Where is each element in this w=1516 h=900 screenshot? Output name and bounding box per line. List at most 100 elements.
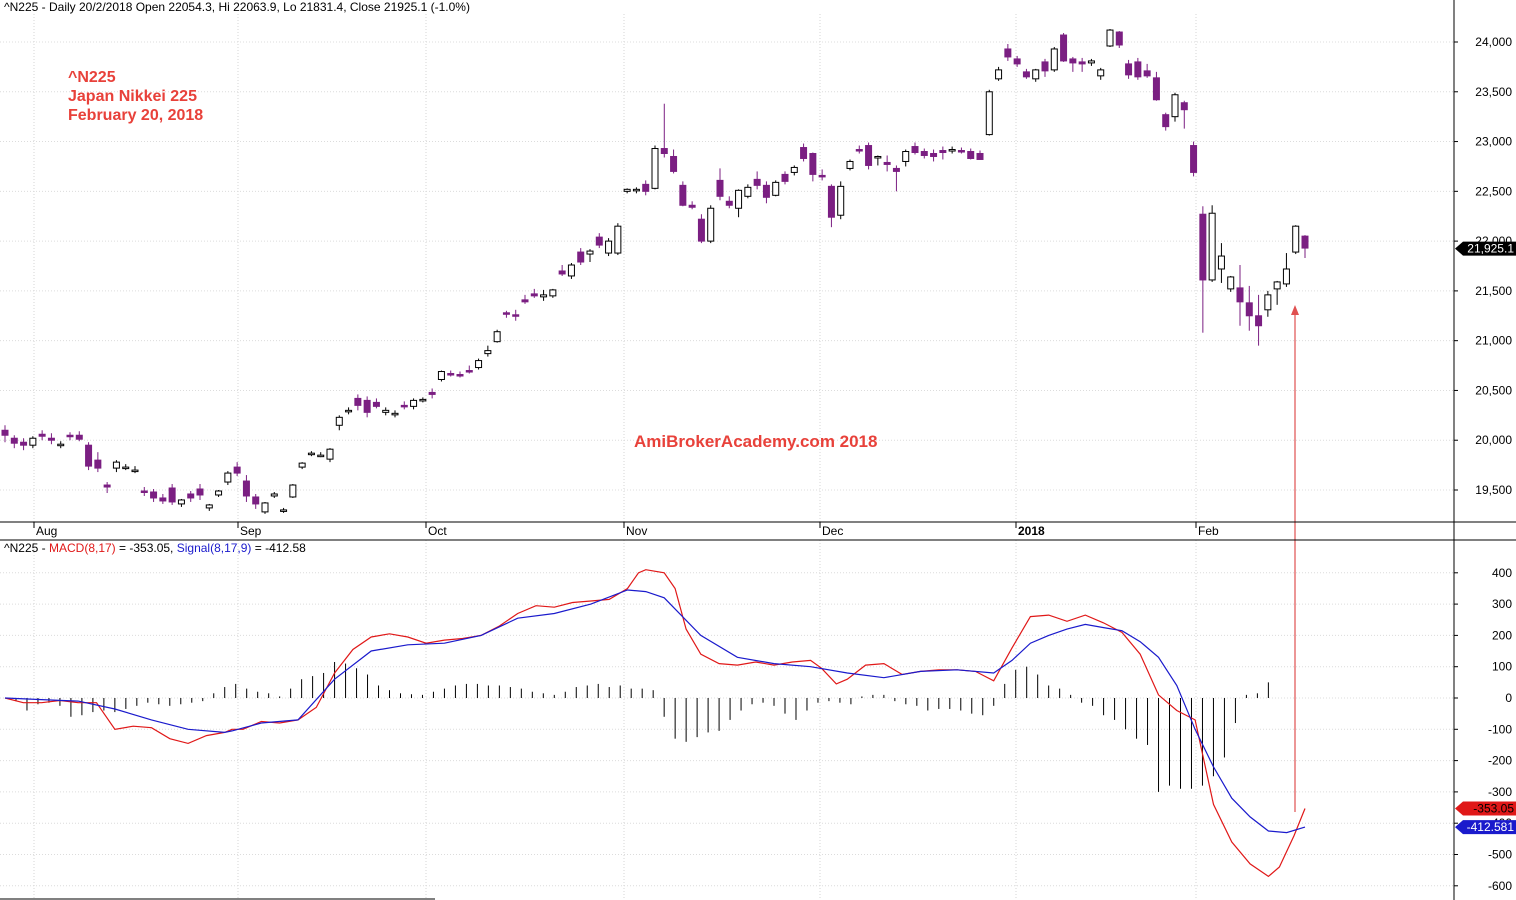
last-price-label-text: 21,925.1 xyxy=(1467,242,1514,256)
macd-line xyxy=(4,569,1306,878)
candle-body xyxy=(1004,48,1012,58)
macd-header: ^N225 - MACD(8,17) = -353.05, Signal(8,1… xyxy=(4,541,306,555)
candle xyxy=(1069,56,1077,72)
candle xyxy=(1217,243,1225,283)
macd-value-label: -353.05 xyxy=(1455,801,1516,816)
candle-body xyxy=(177,499,185,505)
candle-body xyxy=(716,179,724,197)
macd-header-name: MACD(8,17) xyxy=(48,541,116,555)
candle-body xyxy=(1208,212,1216,281)
candle xyxy=(688,201,696,210)
signal-header-name: Signal(8,17,9) xyxy=(176,541,252,555)
candle-body xyxy=(372,401,380,407)
candle-body xyxy=(1282,268,1290,285)
candle-body xyxy=(762,184,770,198)
candle-body xyxy=(1143,70,1151,77)
candle-body xyxy=(391,412,399,416)
candle-body xyxy=(753,178,761,186)
price-y-tick-label: 21,500 xyxy=(1475,284,1512,298)
candle-body xyxy=(1199,213,1207,281)
candle-body xyxy=(493,331,501,343)
candle-body xyxy=(122,466,130,470)
candle-body xyxy=(1013,58,1021,65)
candle-body xyxy=(902,151,910,162)
candle-body xyxy=(837,185,845,216)
x-tick-label: Feb xyxy=(1198,524,1219,538)
candle-body xyxy=(20,441,28,446)
candle xyxy=(354,394,362,411)
candle xyxy=(57,441,65,449)
macd-value-label-text: -353.05 xyxy=(1473,802,1514,816)
candle-body xyxy=(187,493,195,499)
annotation-name: Japan Nikkei 225 xyxy=(68,88,197,105)
candle xyxy=(1106,29,1114,47)
macd-value-label-bg xyxy=(1455,801,1516,816)
candle-body xyxy=(354,397,362,406)
candle xyxy=(1143,63,1151,78)
candle xyxy=(280,507,288,513)
candle-body xyxy=(456,374,464,377)
price-y-tick-label: 24,000 xyxy=(1475,35,1512,49)
annotation-ticker: ^N225 xyxy=(68,69,116,86)
candle xyxy=(530,288,538,298)
candle-body xyxy=(1236,287,1244,303)
candle xyxy=(651,145,659,190)
candle-body xyxy=(233,466,241,474)
candle xyxy=(382,407,390,416)
macd-y-tick-label: -600 xyxy=(1488,879,1512,893)
price-y-tick-label: 22,500 xyxy=(1475,184,1512,198)
candle-body xyxy=(1032,69,1040,80)
annotation-date: February 20, 2018 xyxy=(68,107,204,124)
candle xyxy=(391,410,399,418)
candle-body xyxy=(1060,34,1068,62)
candle-body xyxy=(1171,94,1179,118)
candle xyxy=(595,233,603,249)
candle xyxy=(140,487,148,496)
candle-body xyxy=(781,173,789,182)
candle-body xyxy=(670,155,678,172)
candle-body xyxy=(465,370,473,373)
candle xyxy=(930,149,938,162)
candle xyxy=(623,188,631,194)
macd-y-tick-label: -500 xyxy=(1488,848,1512,862)
candle xyxy=(1097,67,1105,80)
candle xyxy=(679,181,687,207)
candle-body xyxy=(1162,114,1170,128)
candle xyxy=(985,89,993,136)
candle xyxy=(177,498,185,507)
candle-body xyxy=(549,289,557,297)
candle xyxy=(1004,43,1012,61)
candle xyxy=(215,490,223,497)
price-y-tick-label: 19,500 xyxy=(1475,483,1512,497)
candle-body xyxy=(196,488,204,496)
candle xyxy=(846,159,854,171)
candle-body xyxy=(10,437,18,444)
candle-body xyxy=(1255,315,1263,327)
candle xyxy=(1050,46,1058,72)
candle-body xyxy=(261,502,269,513)
price-y-tick-label: 20,000 xyxy=(1475,433,1512,447)
price-y-tick-label: 23,500 xyxy=(1475,85,1512,99)
candle-body xyxy=(382,409,390,413)
candle xyxy=(818,169,826,181)
candle-body xyxy=(131,469,139,473)
candle xyxy=(270,491,278,498)
candle xyxy=(29,436,37,449)
candle xyxy=(948,146,956,154)
candle xyxy=(447,370,455,377)
candle-body xyxy=(66,434,74,438)
candle-body xyxy=(744,186,752,197)
x-tick-label: Aug xyxy=(36,524,57,538)
candle xyxy=(920,148,928,159)
candle xyxy=(707,205,715,244)
macd-y-tick-label: 100 xyxy=(1492,660,1512,674)
candle xyxy=(150,489,158,502)
candle xyxy=(697,214,705,244)
candle-body xyxy=(846,160,854,169)
candle-body xyxy=(1190,145,1198,173)
x-tick-label: Sep xyxy=(240,524,262,538)
candle-body xyxy=(567,264,575,277)
grid-lines xyxy=(0,14,1454,898)
candle xyxy=(855,145,863,154)
